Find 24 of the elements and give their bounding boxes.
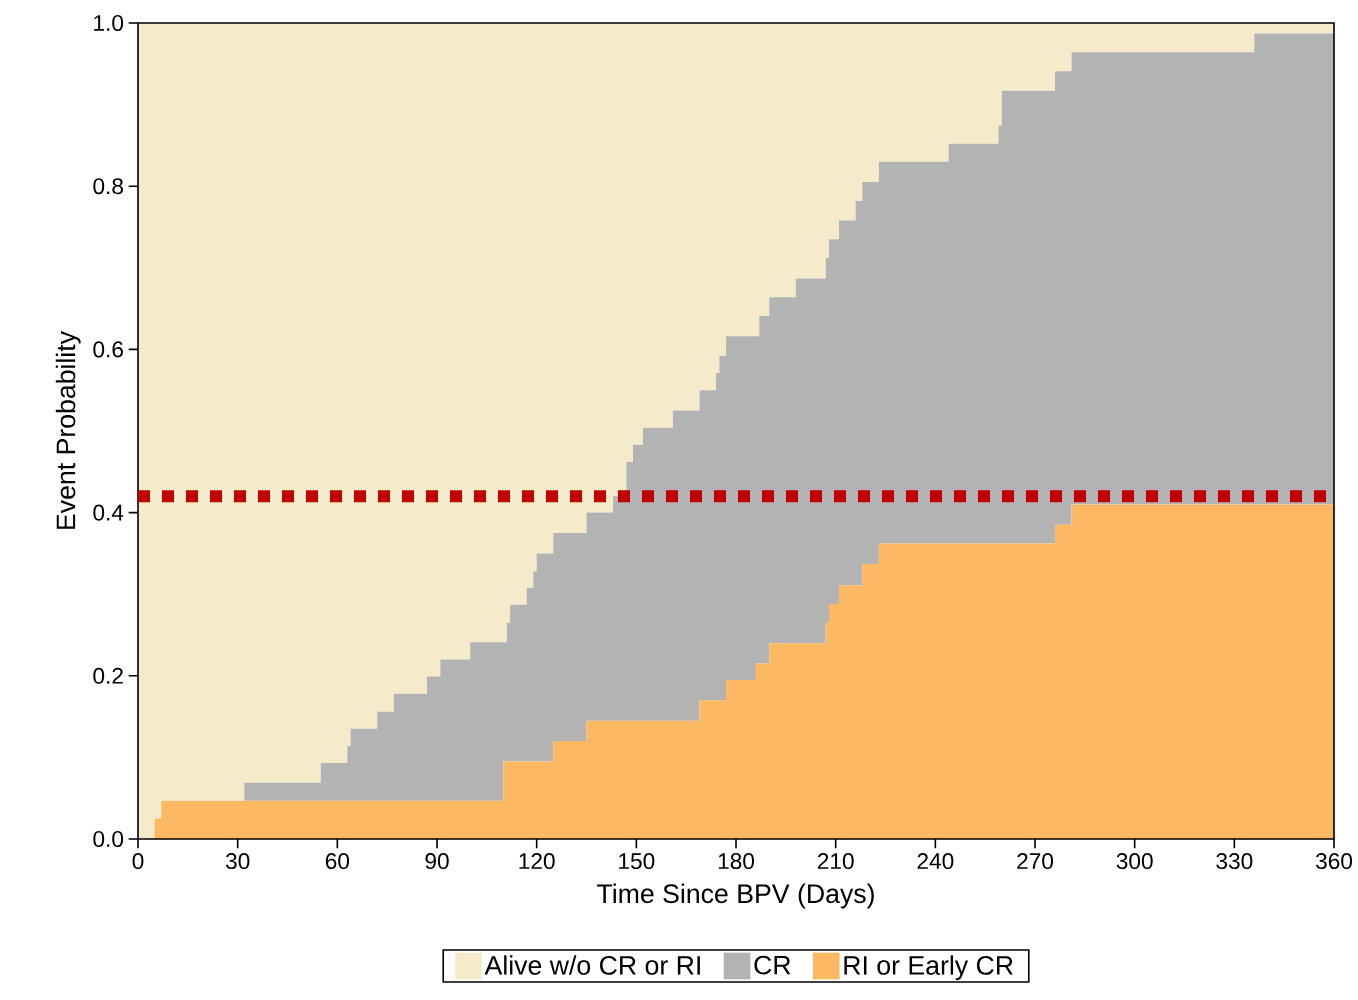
x-tick-label: 330: [1216, 853, 1253, 870]
x-tick-label: 360: [1315, 853, 1353, 870]
x-tick-label: 300: [1116, 853, 1153, 870]
y-tick-label: 0.2: [93, 667, 123, 684]
x-axis-title: Time Since BPV (Days): [597, 883, 874, 909]
legend-label: CR: [754, 955, 791, 975]
x-tick-label: 60: [325, 853, 350, 870]
y-tick-label: 1.0: [94, 14, 124, 32]
x-tick-label: 180: [718, 853, 755, 870]
x-tick-label: 30: [225, 853, 250, 870]
x-tick-label: 90: [425, 853, 449, 870]
x-tick-label: 150: [619, 853, 655, 870]
x-tick-label: 0: [132, 853, 144, 870]
legend-label: RI or Early CR: [844, 955, 1013, 981]
y-tick-label: 0.0: [93, 830, 124, 848]
legend-label: Alive w/o CR or RI: [484, 955, 700, 975]
y-tick-label: 0.8: [93, 178, 123, 195]
x-tick-label: 210: [817, 853, 854, 870]
y-tick-label: 0.4: [93, 504, 124, 521]
y-axis-title: Event Probability: [55, 331, 81, 529]
x-tick-label: 240: [917, 853, 954, 870]
x-tick-label: 120: [519, 853, 555, 870]
y-tick-label: 0.6: [93, 341, 123, 358]
x-tick-label: 270: [1017, 853, 1054, 870]
